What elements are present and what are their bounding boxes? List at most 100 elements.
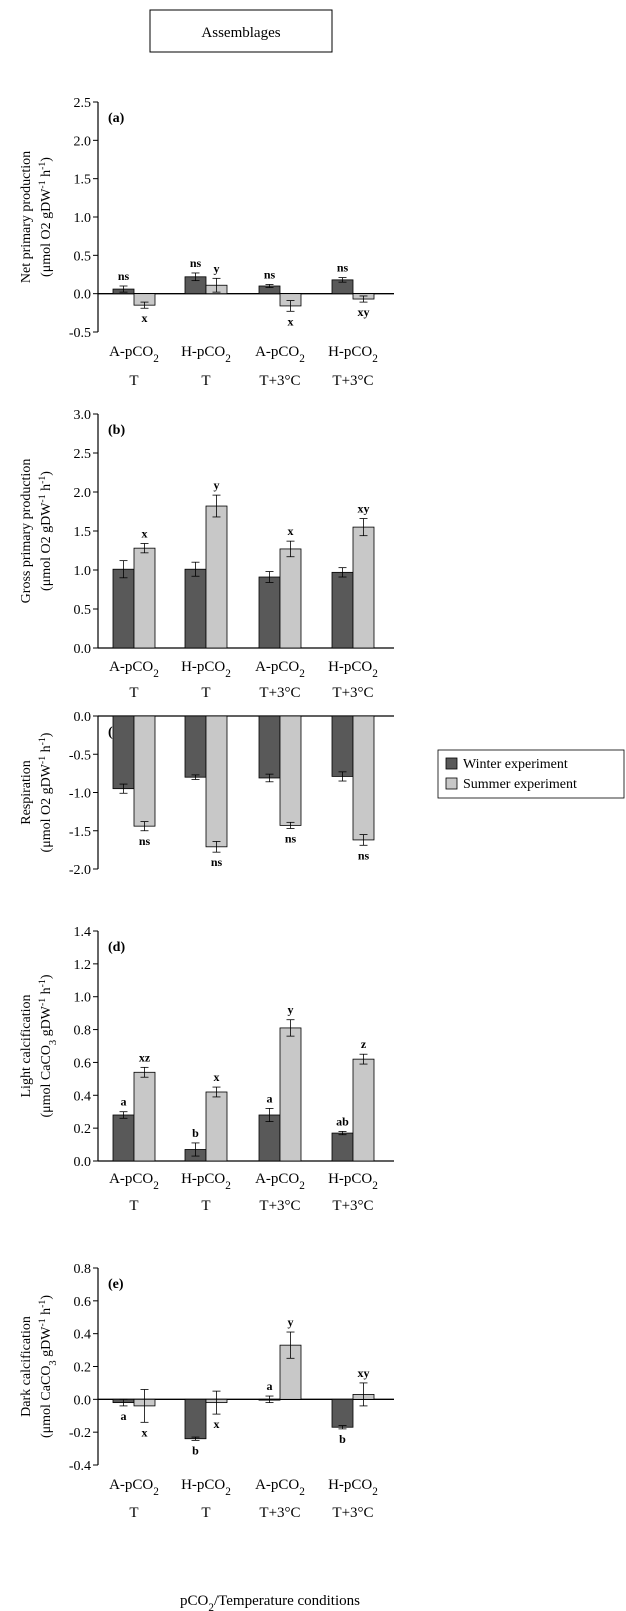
y-tick-label: 2.0 <box>74 486 92 501</box>
bar <box>184 715 207 778</box>
category-label: H-pCO2 <box>328 1477 378 1498</box>
y-tick-label: -0.4 <box>69 1459 91 1474</box>
bar <box>352 526 375 649</box>
y-axis-unit-label: (μmol O2 gDW-1 h-1) <box>37 732 55 852</box>
significance-label: ns <box>139 834 151 848</box>
y-tick-label: -2.0 <box>69 863 91 878</box>
category-sublabel: T+3°C <box>259 1505 300 1521</box>
bar <box>352 1058 375 1162</box>
panel-5: 0.8 0.6 0.4 0.2 0.0 -0.2 -0.4 Dark calcificatio… <box>19 1262 394 1521</box>
category-sublabel: T+3°C <box>259 1198 300 1214</box>
y-tick-label: 0.0 <box>74 710 92 725</box>
category-sublabel: T+3°C <box>332 685 373 701</box>
category-sublabel: T <box>201 1198 210 1214</box>
bar <box>205 715 228 848</box>
y-tick-label: -0.2 <box>69 1426 91 1441</box>
y-axis-label: Light calcification <box>19 994 34 1097</box>
y-tick-label: 1.0 <box>74 991 92 1006</box>
bar <box>331 571 354 649</box>
panel-label: (a) <box>108 111 125 126</box>
panel-2: 3.0 2.5 2.0 1.5 1.0 0.5 0.0 Gross primary produ… <box>19 408 394 701</box>
y-axis-unit-label: (μmol O2 gDW-1 h-1) <box>37 157 55 277</box>
y-axis-unit-label: (μmol O2 gDW-1 h-1) <box>37 471 55 591</box>
y-tick-label: 0.2 <box>74 1361 92 1376</box>
x-axis-label: pCO2/Temperature conditions <box>180 1593 360 1611</box>
category-sublabel: T <box>129 685 138 701</box>
category-label: A-pCO2 <box>255 1477 305 1498</box>
category-label: H-pCO2 <box>328 344 378 365</box>
panel-label: (e) <box>108 1277 124 1292</box>
category-label: H-pCO2 <box>181 1477 231 1498</box>
y-tick-label: -1.0 <box>69 787 91 802</box>
header-title: Assemblages <box>201 25 280 41</box>
panel-label: (d) <box>108 940 125 955</box>
significance-label: ns <box>337 261 349 275</box>
significance-label: y <box>288 1315 294 1329</box>
y-tick-label: -1.5 <box>69 825 91 840</box>
bar <box>258 715 281 779</box>
significance-label: x <box>142 1425 148 1439</box>
y-tick-label: 0.0 <box>74 288 92 303</box>
category-sublabel: T+3°C <box>259 373 300 389</box>
significance-label: ab <box>336 1114 349 1128</box>
y-tick-label: 1.0 <box>74 564 92 579</box>
category-label: A-pCO2 <box>109 659 159 680</box>
category-label: H-pCO2 <box>328 659 378 680</box>
y-tick-label: 0.4 <box>74 1328 92 1343</box>
significance-label: xy <box>358 502 370 516</box>
significance-label: ns <box>264 267 276 281</box>
significance-label: xy <box>358 305 370 319</box>
significance-label: x <box>214 1417 220 1431</box>
y-tick-label: 1.5 <box>74 525 92 540</box>
header-frame <box>149 9 333 53</box>
y-axis-unit-label: (μmol CaCO3 gDW-1 h-1) <box>37 974 59 1117</box>
y-tick-label: 2.0 <box>74 134 92 149</box>
significance-label: a <box>121 1095 127 1109</box>
category-sublabel: T <box>201 685 210 701</box>
bar <box>205 1091 228 1162</box>
significance-label: a <box>267 1379 273 1393</box>
category-label: H-pCO2 <box>328 1171 378 1192</box>
significance-label: y <box>214 478 220 492</box>
significance-label: b <box>192 1443 199 1457</box>
bar <box>352 715 375 841</box>
y-tick-label: 1.4 <box>74 925 92 940</box>
y-tick-label: -0.5 <box>69 748 91 763</box>
significance-label: a <box>121 1409 127 1423</box>
y-tick-label: 1.5 <box>74 173 92 188</box>
y-tick-label: 0.0 <box>74 1155 92 1170</box>
panels: 2.5 2.0 1.5 1.0 0.5 0.0 -0.5 Net primary produc… <box>19 96 394 1521</box>
category-label: A-pCO2 <box>109 344 159 365</box>
legend-label: Winter experiment <box>463 757 568 772</box>
significance-label: y <box>288 1003 294 1017</box>
bar <box>133 547 156 649</box>
bar <box>279 715 302 826</box>
significance-label: a <box>267 1091 273 1105</box>
category-sublabel: T+3°C <box>332 1198 373 1214</box>
significance-label: xy <box>358 1366 370 1380</box>
significance-label: x <box>142 311 148 325</box>
bar <box>258 576 281 649</box>
significance-label: z <box>361 1037 367 1051</box>
bar <box>112 1114 135 1162</box>
category-sublabel: T <box>129 1505 138 1521</box>
bar <box>112 568 135 649</box>
legend-frame <box>437 749 625 799</box>
bar <box>205 505 228 649</box>
bar <box>331 1398 354 1428</box>
significance-label: ns <box>118 269 130 283</box>
y-tick-label: 1.0 <box>74 211 92 226</box>
header-box: Assemblages <box>149 9 333 53</box>
category-label: A-pCO2 <box>255 344 305 365</box>
category-sublabel: T <box>129 1198 138 1214</box>
legend-swatch <box>445 757 458 770</box>
category-label: H-pCO2 <box>181 659 231 680</box>
significance-label: ns <box>211 855 223 869</box>
panel-1: 2.5 2.0 1.5 1.0 0.5 0.0 -0.5 Net primary produc… <box>19 96 394 389</box>
y-tick-label: 0.5 <box>74 249 92 264</box>
y-tick-label: 0.8 <box>74 1024 92 1039</box>
category-label: A-pCO2 <box>255 1171 305 1192</box>
legend-label: Summer experiment <box>463 777 577 792</box>
category-label: H-pCO2 <box>181 1171 231 1192</box>
